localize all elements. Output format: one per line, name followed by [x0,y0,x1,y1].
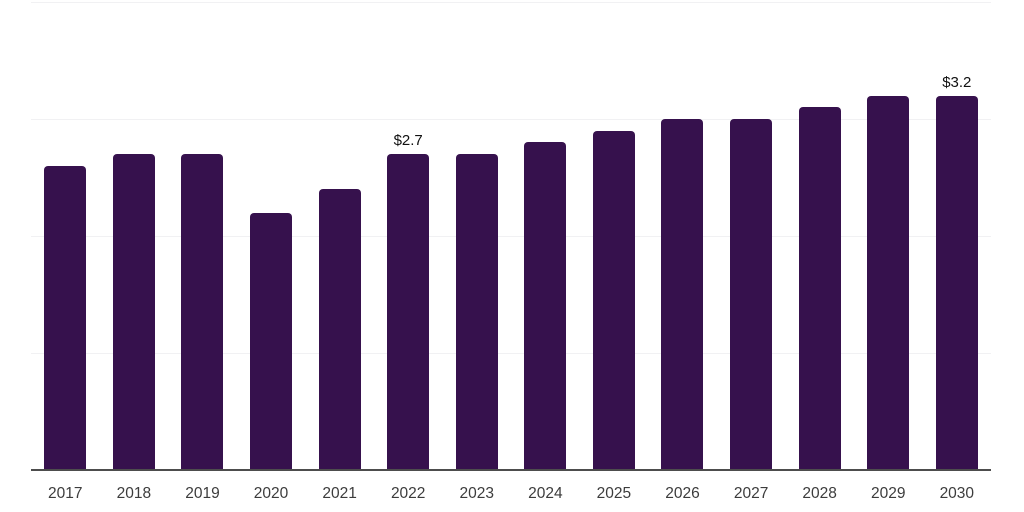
bar-slot-2024 [511,2,580,470]
bar-slot-2029 [854,2,923,470]
gridline-2 [31,236,991,237]
plot-area: $2.7 $3.2 [31,2,991,471]
gridline-4 [31,2,991,3]
bar-slot-2020 [237,2,306,470]
x-tick-2017: 2017 [48,485,83,502]
bar-2025 [592,130,635,470]
bar-2026 [661,119,704,470]
x-tick-2030: 2030 [939,485,975,502]
gridline-3 [31,119,991,120]
bar-slot-2026 [648,2,717,470]
bar-2021 [318,189,361,470]
x-tick-2029: 2029 [870,485,906,502]
bar-2020 [250,212,293,470]
bar-2028 [798,107,841,470]
x-axis-line [31,469,991,471]
bar-2022 [387,154,430,470]
x-tick-2019: 2019 [185,485,220,502]
bar-slot-2025 [580,2,649,470]
bar-slot-2028 [785,2,854,470]
bar-slot-2022: $2.7 [374,2,443,470]
gridline-1 [31,353,991,354]
bar-slot-2027 [717,2,786,470]
x-tick-2028: 2028 [802,485,837,502]
bar-slot-2019 [168,2,237,470]
bar-2029 [867,95,910,470]
x-tick-2023: 2023 [459,485,494,502]
bars-row: $2.7 $3.2 [31,2,991,470]
bar-slot-2018 [100,2,169,470]
x-tick-2024: 2024 [528,485,563,502]
x-tick-2022: 2022 [390,485,426,502]
bar-2019 [181,154,224,470]
x-tick-2021: 2021 [322,485,357,502]
bar-2017 [44,165,87,470]
bar-slot-2021 [305,2,374,470]
x-axis-labels: 2017 2018 2019 2020 2021 2022 2023 2024 2025 2026… [31,471,991,512]
bar-slot-2030: $3.2 [923,2,992,470]
x-tick-2027: 2027 [733,485,769,502]
x-tick-2018: 2018 [116,485,152,502]
bar-2030 [935,95,978,470]
bar-2024 [524,142,567,470]
x-tick-2026: 2026 [665,485,700,502]
data-label-2030: $3.2 [942,73,972,91]
x-tick-2025: 2025 [596,485,632,502]
bar-2027 [730,119,773,470]
bar-slot-2017 [31,2,100,470]
bar-slot-2023 [442,2,511,470]
x-tick-2020: 2020 [253,485,289,502]
bar-2023 [455,154,498,470]
data-label-2022: $2.7 [393,132,423,150]
bar-2018 [112,154,155,470]
